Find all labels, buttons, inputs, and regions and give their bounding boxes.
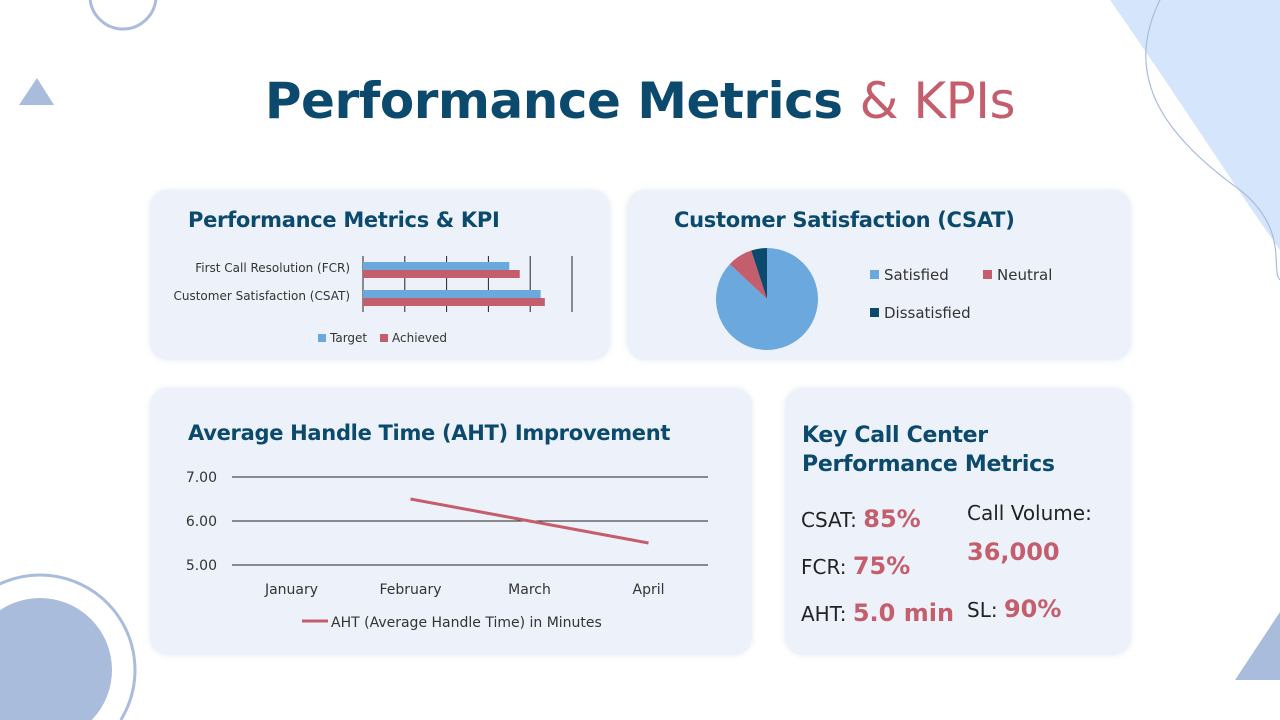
legend-swatch <box>983 270 992 279</box>
pie-slice-neutral <box>729 250 767 299</box>
y-tick-label: 7.00 <box>186 470 217 486</box>
bar-target <box>363 290 541 298</box>
y-tick-label: 5.00 <box>186 558 217 574</box>
y-tick-label: 6.00 <box>186 514 217 530</box>
legend-label: Satisfied <box>884 266 949 284</box>
legend-swatch <box>318 334 326 342</box>
line-chart: 7.00 6.00 5.00 January February March April AHT… <box>186 470 708 631</box>
x-tick-label: February <box>379 582 441 598</box>
decor-triangle-left <box>19 78 54 105</box>
kpi-call-volume-value: 36,000 <box>967 538 1060 566</box>
bar-achieved <box>363 298 545 306</box>
decor-circle-top <box>88 0 158 31</box>
page-title: Performance Metrics & KPIs <box>264 72 1016 130</box>
category-label: First Call Resolution (FCR) <box>195 261 350 275</box>
pie-chart: Satisfied Neutral Dissatisfied <box>716 248 1052 350</box>
x-tick-label: March <box>508 582 551 598</box>
panel-title: Customer Satisfaction (CSAT) <box>674 208 1015 232</box>
kpi-sl: SL: 90% <box>967 595 1062 623</box>
category-label: Customer Satisfaction (CSAT) <box>173 289 350 303</box>
legend-swatch <box>380 334 388 342</box>
kpi-csat: CSAT: 85% <box>801 505 921 533</box>
x-tick-label: January <box>264 582 318 598</box>
pie-slice-dissatisfied <box>751 248 767 299</box>
bar-target <box>363 262 510 270</box>
decor-circle-bottom <box>0 597 112 720</box>
panel-title: Performance Metrics & KPI <box>188 208 500 232</box>
legend-label: Achieved <box>392 331 447 345</box>
line-series <box>410 497 649 545</box>
decor-curve <box>1145 0 1280 281</box>
legend-label: AHT (Average Handle Time) in Minutes <box>331 615 602 631</box>
panel-title: Key Call Center Performance Metrics <box>802 423 1055 477</box>
decor-triangle-right <box>1235 612 1280 680</box>
legend-label: Neutral <box>997 266 1052 284</box>
decor-ring-bottom <box>0 573 137 720</box>
bar-achieved <box>363 270 520 278</box>
kpi-call-volume-label: Call Volume: <box>967 501 1092 525</box>
kpi-fcr: FCR: 75% <box>801 552 911 580</box>
x-tick-label: April <box>633 582 665 598</box>
legend-swatch <box>870 270 879 279</box>
legend-swatch <box>870 308 879 317</box>
legend-label: Target <box>329 331 367 345</box>
kpi-aht: AHT: 5.0 min <box>801 599 955 627</box>
bar-chart: First Call Resolution (FCR) Customer Sati… <box>173 256 573 345</box>
kpi-panel: Key Call Center Performance Metrics CSAT:… <box>785 388 1131 655</box>
panel-title: Average Handle Time (AHT) Improvement <box>188 421 671 445</box>
legend-label: Dissatisfied <box>884 304 971 322</box>
